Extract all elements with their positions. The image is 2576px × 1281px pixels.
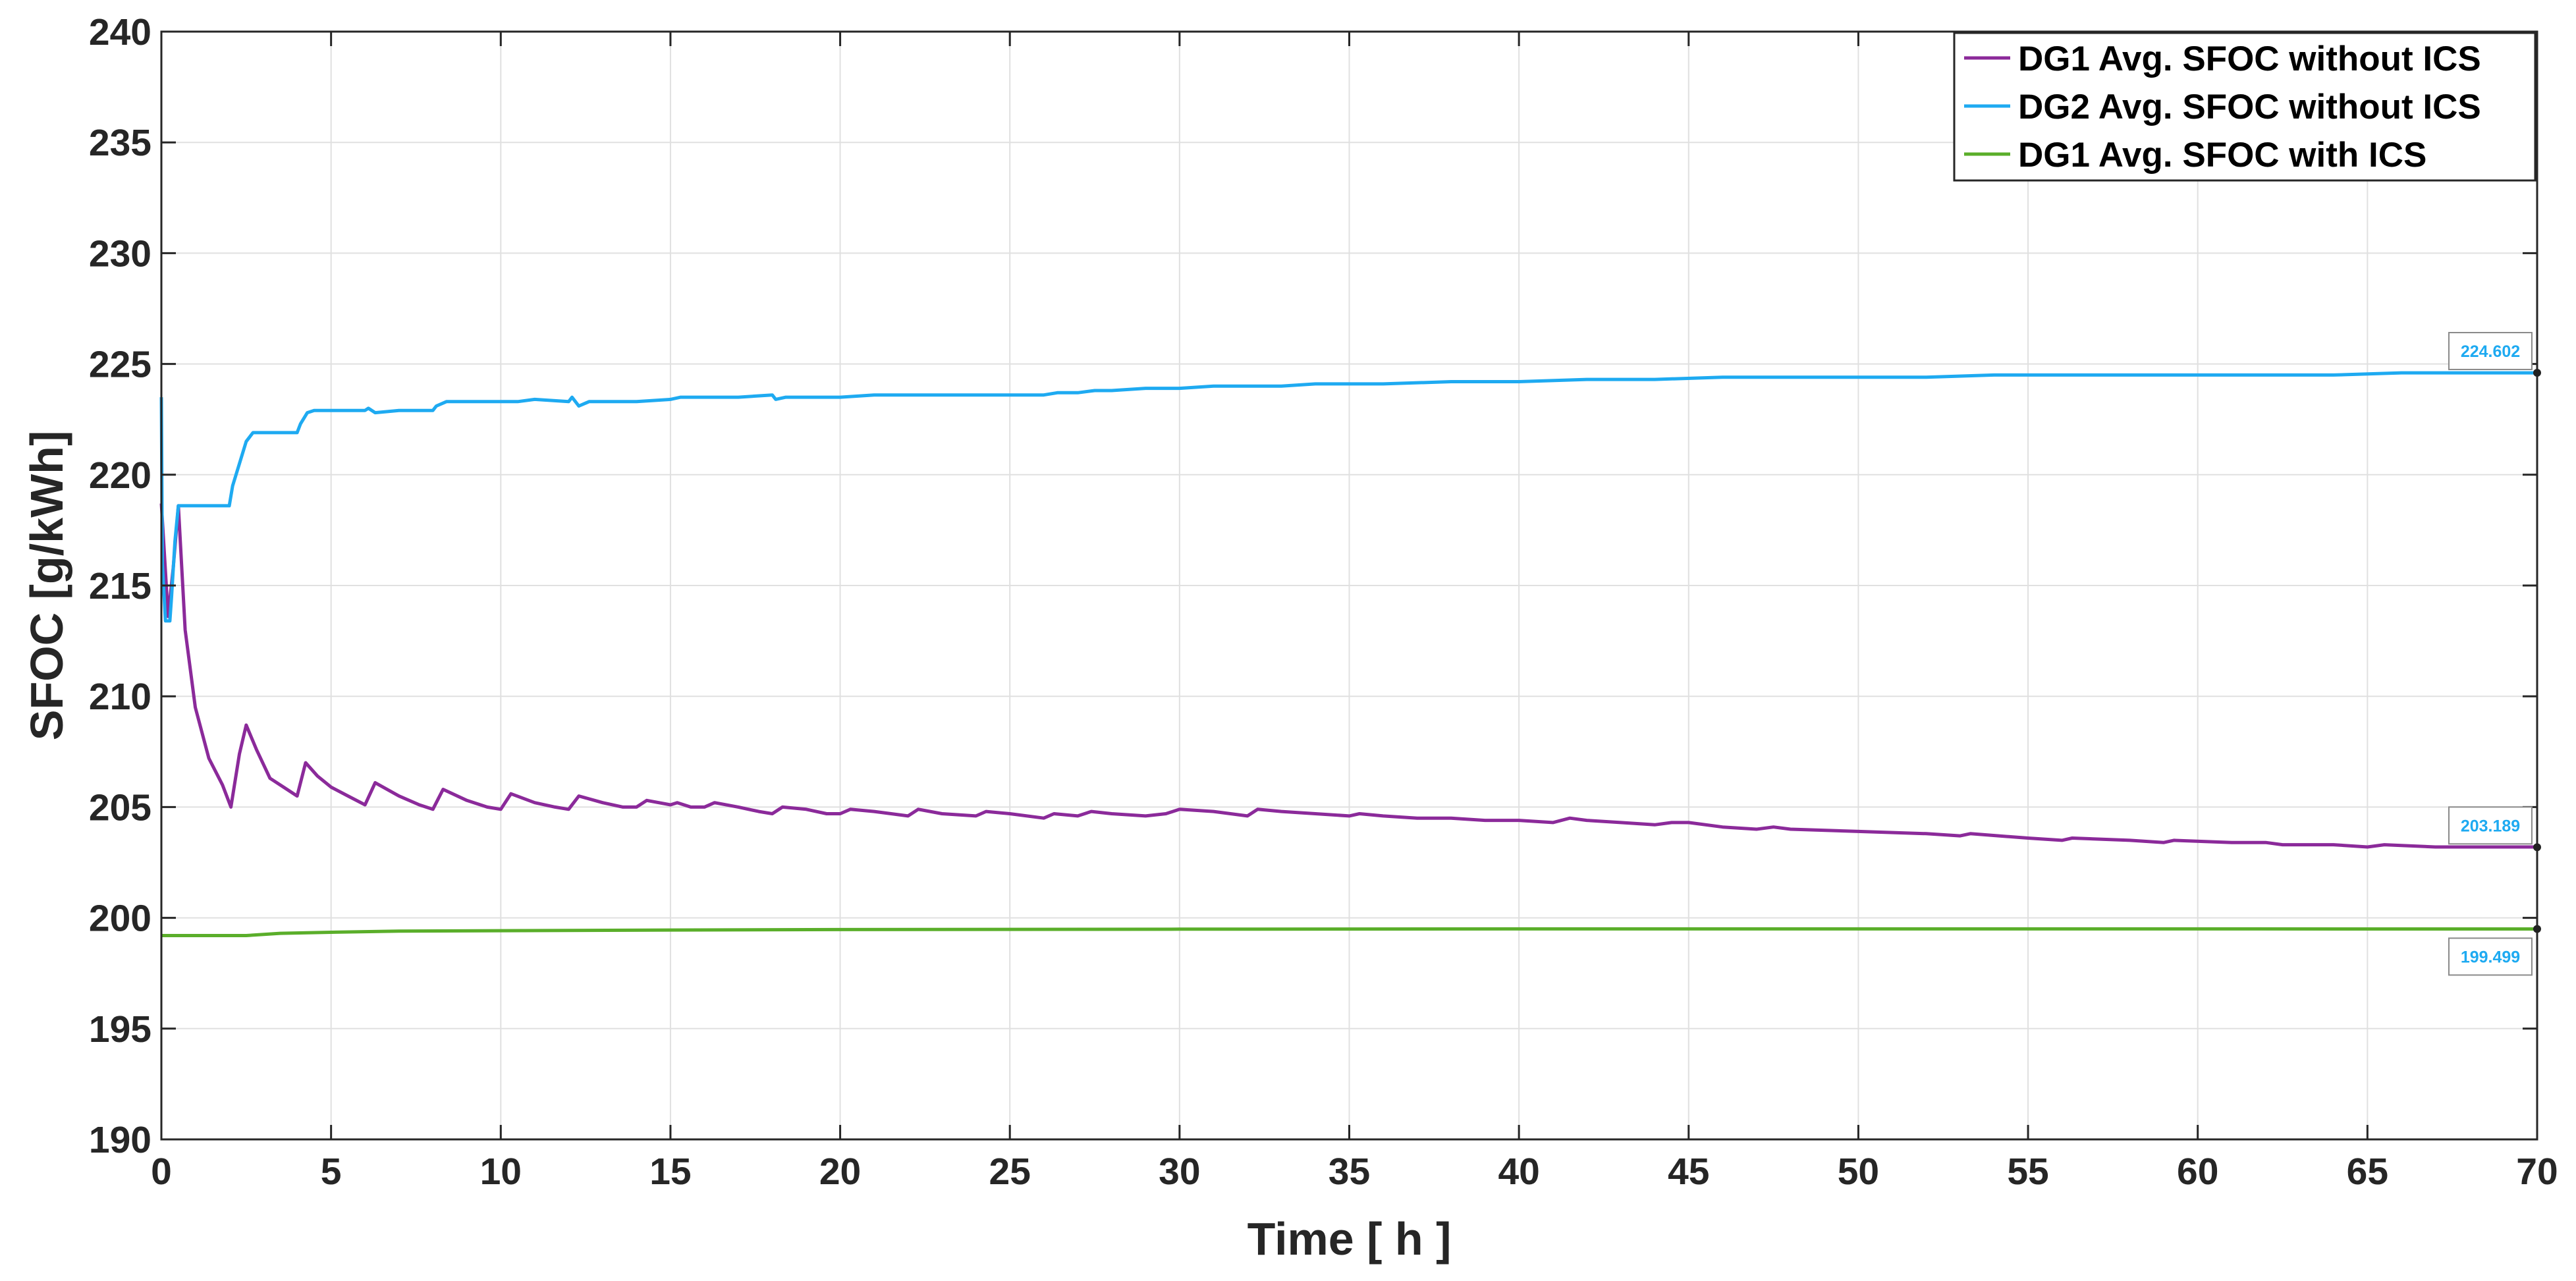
datatip-marker [2533,925,2541,933]
y-tick-label: 200 [89,898,151,940]
datatip-label: 199.499 [2461,948,2520,966]
y-tick-label: 240 [89,11,151,53]
x-tick-label: 65 [2347,1151,2388,1193]
x-tick-label: 15 [649,1151,691,1193]
datatip-box [2448,937,2533,976]
x-tick-label: 55 [2007,1151,2048,1193]
datatip-marker [2533,843,2541,852]
y-tick-label: 195 [89,1008,151,1050]
axis-ticks: 0 5 10 15 20 25 30 35 40 45 50 55 60 65 70 190 195 200 205… [89,11,2558,1193]
legend-entry-1: DG1 Avg. SFOC without ICS [2018,40,2481,78]
legend-entry-3: DG1 Avg. SFOC with ICS [2018,136,2426,175]
x-tick-label: 35 [1329,1151,1370,1193]
datatip-label: 203.189 [2461,817,2520,835]
x-tick-label: 45 [1668,1151,1709,1193]
y-tick-label: 205 [89,786,151,829]
x-tick-label: 5 [321,1151,342,1193]
grid [161,31,2538,1140]
x-tick-label: 40 [1498,1151,1539,1193]
legend-box [1953,32,2536,182]
datatip-label: 224.602 [2461,342,2520,361]
y-tick-label: 210 [89,676,151,718]
series-lines [159,371,2538,937]
y-tick-label: 230 [89,232,151,275]
y-tick-label: 225 [89,344,151,386]
legend-entry-2: DG2 Avg. SFOC without ICS [2018,88,2481,126]
x-tick-label: 30 [1159,1151,1200,1193]
datatip-marker [2533,368,2541,377]
y-tick-label: 235 [89,122,151,164]
x-tick-label: 10 [480,1151,522,1193]
datatip-box [2448,806,2533,845]
y-tick-label: 215 [89,565,151,607]
y-tick-label: 220 [89,454,151,497]
legend: DG1 Avg. SFOC without ICS DG2 Avg. SFOC w… [1953,32,2536,182]
x-tick-label: 0 [151,1151,172,1193]
y-tick-label: 190 [89,1119,151,1161]
x-tick-label: 50 [1838,1151,1879,1193]
y-axis-label: SFOC [g/kWh] [21,431,72,740]
x-tick-label: 70 [2516,1151,2558,1193]
datatip-box [2448,331,2533,370]
x-tick-label: 20 [819,1151,861,1193]
series-line-3 [161,927,2538,937]
x-tick-label: 25 [989,1151,1031,1193]
data-tips: 224.602 203.189 199.499 [2448,331,2541,976]
series-line-2 [159,371,2537,623]
x-tick-label: 60 [2177,1151,2218,1193]
x-axis-label: Time [ h ] [1247,1213,1452,1265]
series-line-1 [159,503,2537,849]
